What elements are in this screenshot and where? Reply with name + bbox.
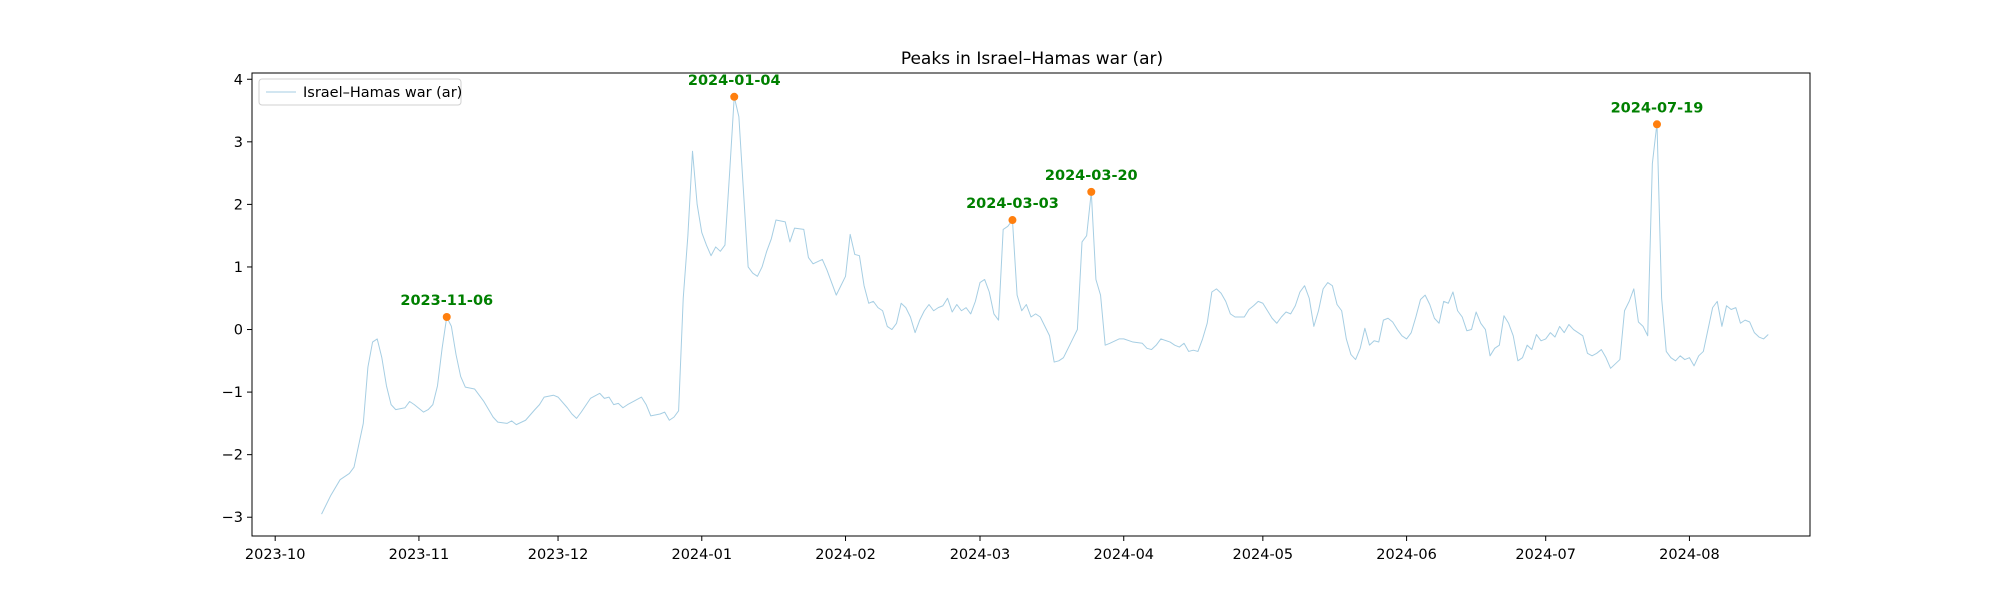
x-tick-label: 2024-08 <box>1659 547 1720 563</box>
legend-box <box>258 78 462 106</box>
peak-label: 2024-03-03 <box>966 196 1059 212</box>
plot-frame <box>251 72 1811 537</box>
peak-marker <box>730 92 739 101</box>
peak-label: 2024-07-19 <box>1611 100 1704 116</box>
x-tick-label: 2023-10 <box>245 547 306 563</box>
y-tick-label: 1 <box>234 260 243 276</box>
x-tick-label: 2024-06 <box>1376 547 1437 563</box>
peak-marker <box>1652 120 1661 129</box>
y-tick-label: 3 <box>234 135 243 151</box>
y-tick-label: 4 <box>234 72 243 88</box>
x-tick-label: 2023-12 <box>528 547 589 563</box>
x-tick-label: 2024-03 <box>950 547 1011 563</box>
chart-title: Peaks in Israel–Hamas war (ar) <box>901 49 1163 69</box>
x-tick-label: 2024-07 <box>1515 547 1576 563</box>
y-tick-label: 2 <box>234 197 243 213</box>
y-tick-label: −3 <box>222 510 243 526</box>
legend: Israel–Hamas war (ar) <box>258 78 462 106</box>
peak-label: 2023-11-06 <box>400 293 493 309</box>
plot-area: 2023-11-06 2024-01-04 2024-03-03 2024-03-20… <box>321 73 1769 515</box>
x-tick-label: 2024-02 <box>815 547 876 563</box>
y-tick-label: 0 <box>234 323 243 339</box>
series-line-0 <box>321 96 1769 515</box>
x-tick-label: 2024-01 <box>671 547 732 563</box>
legend-label: Israel–Hamas war (ar) <box>303 85 462 101</box>
y-tick-label: −2 <box>222 448 243 464</box>
axes: 2023-10 2023-11 2023-12 2024-01 2024-02 2024-… <box>222 72 1811 563</box>
peak-label: 2024-03-20 <box>1045 168 1138 184</box>
y-tick-label: −1 <box>222 385 243 401</box>
x-tick-label: 2024-04 <box>1093 547 1154 563</box>
x-tick-label: 2023-11 <box>389 547 450 563</box>
x-tick-label: 2024-05 <box>1233 547 1294 563</box>
peak-marker <box>1087 187 1096 196</box>
peak-marker <box>442 313 451 322</box>
peak-label: 2024-01-04 <box>688 73 781 89</box>
peak-marker <box>1008 216 1017 225</box>
